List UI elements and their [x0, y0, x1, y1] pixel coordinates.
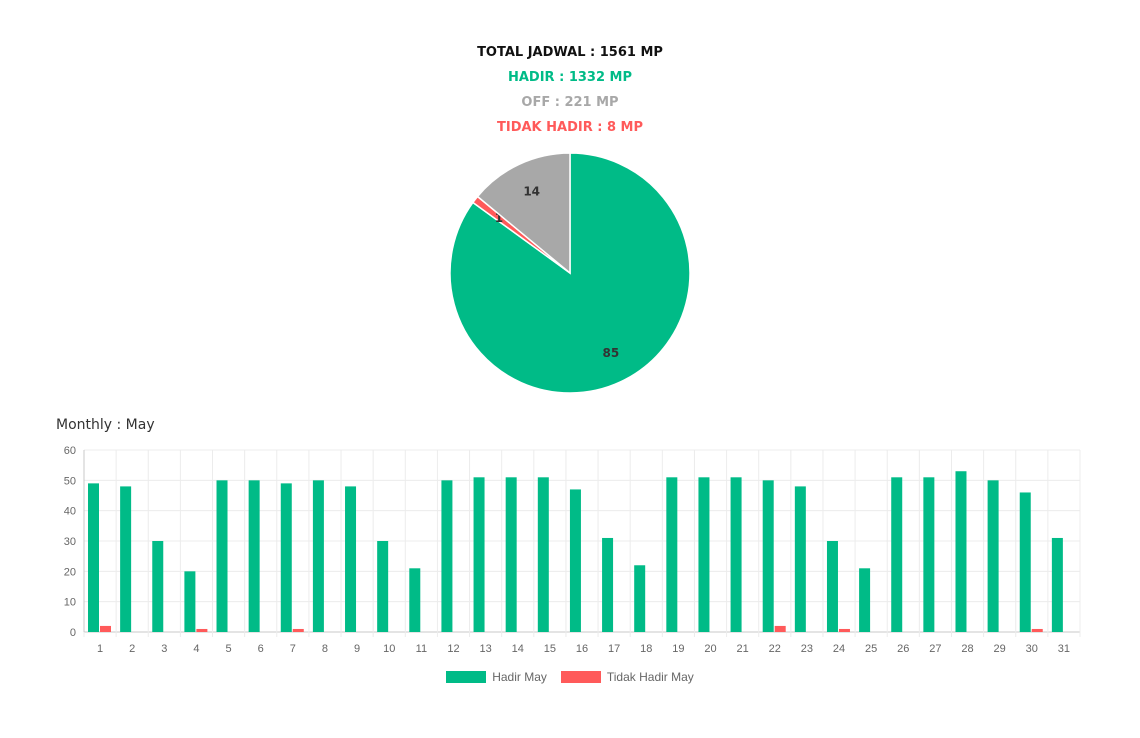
bar-tidak-hadir[interactable]	[292, 628, 304, 632]
bar-hadir[interactable]	[666, 477, 678, 632]
total-jadwal-label: TOTAL JADWAL : 1561 MP	[477, 45, 663, 60]
x-tick-label: 15	[544, 643, 556, 655]
x-tick-label: 1	[97, 643, 103, 655]
bar-hadir[interactable]	[345, 486, 357, 632]
bar-hadir[interactable]	[794, 486, 806, 632]
pie-data-label: 85	[603, 346, 620, 360]
bar-hadir[interactable]	[377, 541, 389, 632]
y-tick-label: 30	[64, 536, 76, 548]
bar-tidak-hadir[interactable]	[100, 625, 111, 632]
legend-item-tidak-hadir[interactable]: Tidak Hadir May	[560, 670, 694, 684]
bar-hadir[interactable]	[698, 477, 710, 632]
x-tick-label: 18	[640, 643, 652, 655]
y-tick-label: 10	[64, 597, 76, 609]
x-tick-label: 17	[608, 643, 620, 655]
bar-hadir[interactable]	[569, 489, 581, 632]
legend-swatch-tidak-hadir	[560, 671, 601, 683]
x-tick-label: 5	[226, 643, 232, 655]
bar-hadir[interactable]	[762, 480, 774, 632]
bar-tidak-hadir[interactable]	[774, 625, 786, 632]
bar-hadir[interactable]	[955, 471, 967, 632]
x-tick-label: 19	[672, 643, 684, 655]
x-tick-label: 25	[865, 643, 877, 655]
x-tick-label: 21	[737, 643, 749, 655]
pie-slice-off[interactable]	[476, 152, 571, 275]
x-tick-label: 27	[929, 643, 941, 655]
bar-hadir[interactable]	[280, 483, 292, 632]
x-tick-label: 8	[322, 643, 328, 655]
x-tick-label: 28	[961, 643, 973, 655]
bar-hadir[interactable]	[634, 565, 646, 632]
bar-hadir[interactable]	[730, 477, 742, 632]
x-tick-label: 7	[290, 643, 296, 655]
bar-hadir[interactable]	[152, 541, 164, 632]
bar-tidak-hadir[interactable]	[1031, 628, 1043, 632]
legend-swatch-hadir	[446, 671, 487, 683]
bar-hadir[interactable]	[537, 477, 549, 632]
x-tick-label: 16	[576, 643, 588, 655]
tidak-hadir-label: TIDAK HADIR : 8 MP	[496, 120, 644, 135]
x-tick-label: 30	[1026, 643, 1038, 655]
pie-data-label: 1	[495, 211, 503, 225]
bar-hadir[interactable]	[1051, 537, 1063, 632]
bar-hadir[interactable]	[923, 477, 935, 632]
bar-hadir[interactable]	[120, 486, 132, 632]
bar-hadir[interactable]	[88, 483, 99, 632]
bar-tidak-hadir[interactable]	[838, 628, 850, 632]
bar-hadir[interactable]	[505, 477, 517, 632]
off-label: OFF : 221 MP	[521, 95, 619, 110]
legend-label-tidak-hadir: Tidak Hadir May	[606, 670, 694, 684]
bar-hadir[interactable]	[1019, 492, 1031, 632]
x-tick-label: 31	[1058, 643, 1070, 655]
bar-hadir[interactable]	[216, 480, 228, 632]
x-tick-label: 23	[801, 643, 813, 655]
bar-hadir[interactable]	[409, 568, 421, 632]
bar-hadir[interactable]	[441, 480, 453, 632]
bar-legend: Hadir May Tidak Hadir May	[0, 670, 1140, 684]
bar-hadir[interactable]	[602, 537, 614, 632]
bar-hadir[interactable]	[859, 568, 871, 632]
y-tick-label: 20	[64, 566, 76, 578]
x-tick-label: 10	[383, 643, 395, 655]
bar-hadir[interactable]	[473, 477, 485, 632]
x-tick-label: 6	[258, 643, 264, 655]
y-tick-label: 60	[64, 445, 76, 457]
x-tick-label: 9	[354, 643, 360, 655]
bar-hadir[interactable]	[891, 477, 903, 632]
monthly-title: Monthly : May	[56, 417, 155, 433]
bar-hadir[interactable]	[184, 571, 196, 632]
x-tick-label: 29	[994, 643, 1006, 655]
bar-hadir[interactable]	[312, 480, 324, 632]
bar-hadir[interactable]	[987, 480, 999, 632]
x-tick-label: 4	[193, 643, 199, 655]
bar-tidak-hadir[interactable]	[196, 628, 208, 632]
x-tick-label: 20	[704, 643, 716, 655]
x-tick-label: 14	[512, 643, 524, 655]
legend-item-hadir[interactable]: Hadir May	[446, 670, 547, 684]
x-tick-label: 12	[447, 643, 459, 655]
bar-hadir[interactable]	[826, 541, 838, 632]
bar-hadir[interactable]	[248, 480, 260, 632]
x-tick-label: 26	[897, 643, 909, 655]
y-tick-label: 40	[64, 506, 76, 518]
legend-label-hadir: Hadir May	[492, 670, 547, 684]
x-tick-label: 24	[833, 643, 845, 655]
hadir-label: HADIR : 1332 MP	[507, 70, 632, 85]
y-tick-label: 50	[64, 475, 76, 487]
x-tick-label: 22	[769, 643, 781, 655]
y-tick-label: 0	[70, 627, 76, 639]
attendance-pie-chart[interactable]: 85 1 14	[440, 145, 700, 405]
x-tick-label: 3	[161, 643, 167, 655]
x-tick-label: 2	[129, 643, 135, 655]
pie-data-label: 14	[523, 185, 540, 199]
x-tick-label: 13	[479, 643, 491, 655]
x-tick-label: 11	[416, 643, 427, 655]
